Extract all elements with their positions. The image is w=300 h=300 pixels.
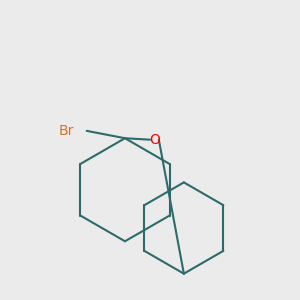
Text: Br: Br <box>58 124 74 138</box>
Text: O: O <box>149 133 160 147</box>
